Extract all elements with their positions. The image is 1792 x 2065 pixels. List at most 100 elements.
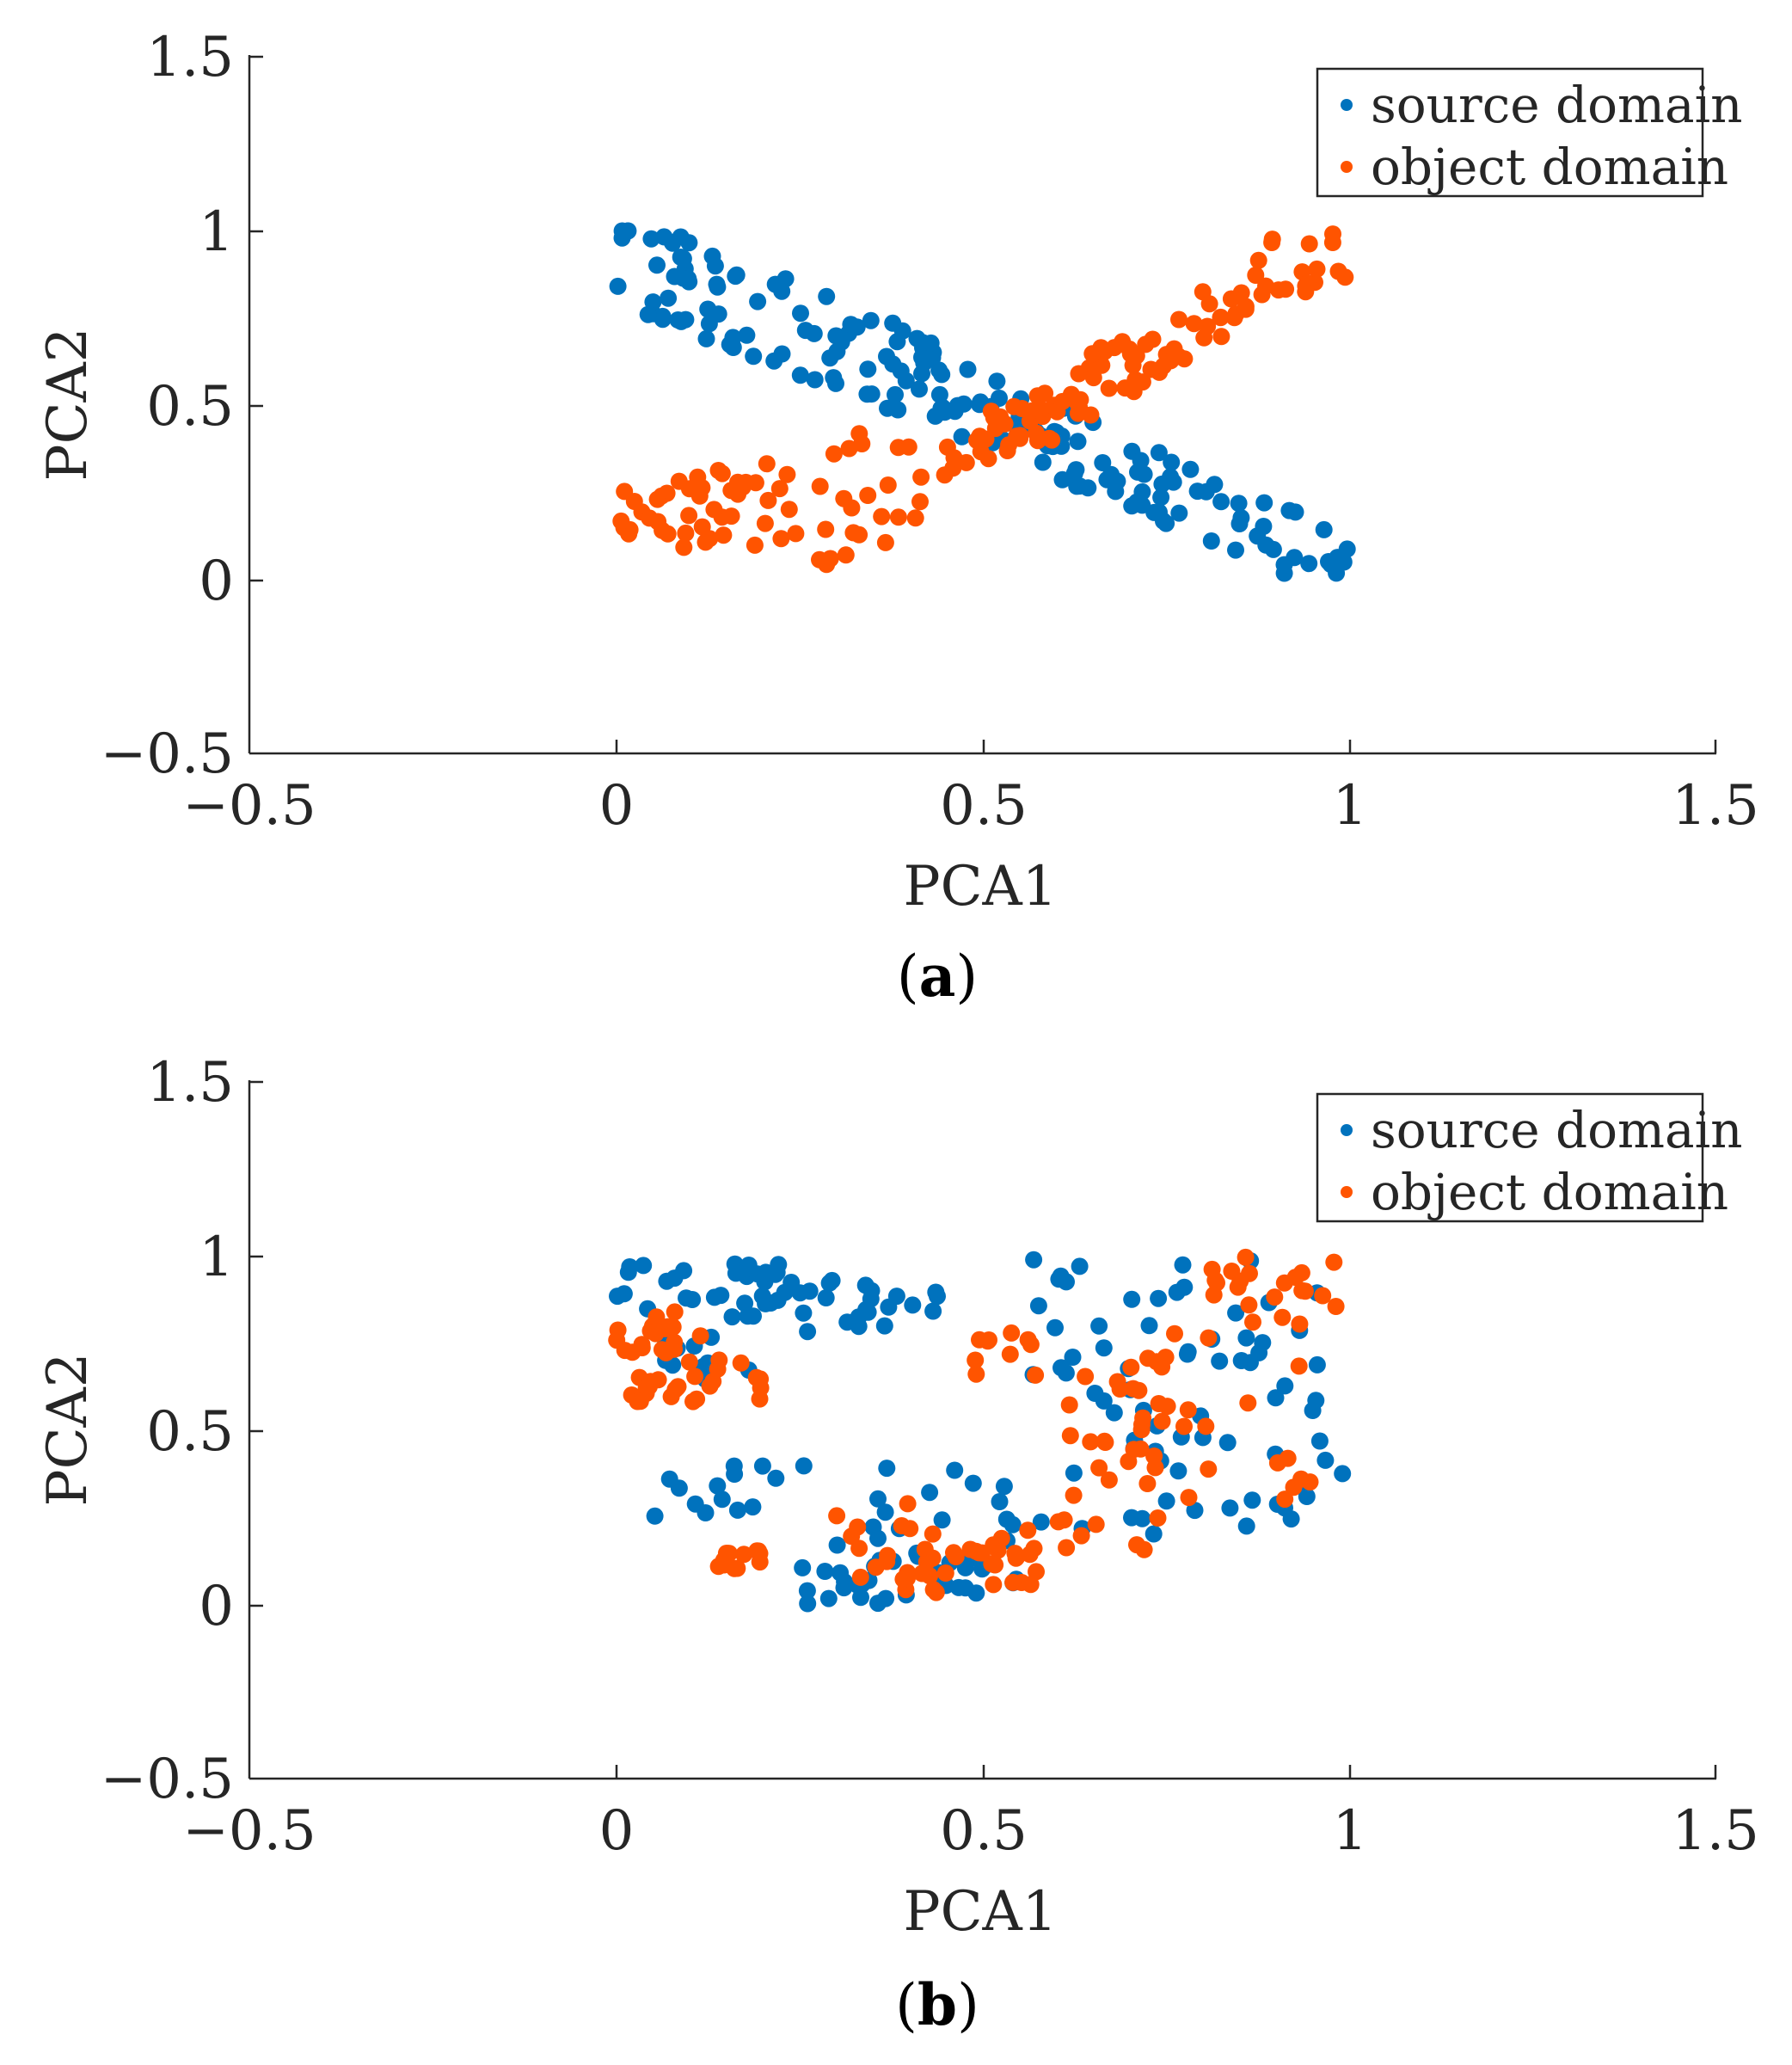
object-domain-point [1237, 300, 1255, 318]
source-domain-point [1065, 464, 1083, 482]
source-domain-point [887, 385, 904, 403]
source-domain-point [1335, 553, 1353, 571]
object-domain-point [1053, 392, 1071, 410]
object-domain-point [633, 1339, 651, 1356]
object-domain-point [977, 430, 995, 448]
source-domain-point [703, 247, 721, 265]
legend-label-object: object domain [1371, 1163, 1728, 1221]
object-domain-point [715, 526, 733, 544]
object-domain-point [1095, 1432, 1114, 1450]
object-domain-point [641, 509, 659, 527]
object-domain-point [1027, 1366, 1045, 1384]
source-domain-point [884, 355, 902, 373]
source-domain-point [675, 1262, 693, 1280]
object-domain-point [1154, 357, 1172, 375]
object-domain-point [691, 1327, 709, 1345]
source-domain-point [727, 1264, 745, 1282]
legend-label-source: source domain [1371, 1101, 1743, 1159]
x-axis-label: PCA1 [904, 1880, 1058, 1944]
object-domain-point [878, 1552, 896, 1570]
source-domain-point [1050, 1270, 1068, 1288]
source-domain-point [1206, 476, 1224, 494]
source-domain-point [794, 1558, 812, 1576]
x-tick-label: 0.5 [940, 774, 1028, 838]
source-domain-point [609, 277, 627, 295]
object-domain-point [1308, 260, 1326, 278]
legend-marker-source [1341, 1124, 1353, 1136]
source-domain-point [700, 315, 718, 333]
object-domain-point [735, 1546, 753, 1564]
object-domain-point [709, 1360, 727, 1378]
source-domain-point [639, 305, 657, 323]
source-domain-point [1145, 1525, 1163, 1543]
source-domain-point [1157, 1492, 1175, 1510]
object-domain-point [851, 1568, 869, 1586]
source-domain-point [723, 1308, 741, 1326]
source-domain-point [921, 349, 939, 367]
object-domain-point [688, 1390, 706, 1408]
object-domain-point [1297, 283, 1315, 301]
object-domain-point [1212, 328, 1230, 346]
object-domain-point [675, 538, 693, 556]
source-domain-point [1034, 453, 1052, 471]
source-domain-point [946, 1461, 964, 1479]
object-domain-point [850, 425, 868, 443]
object-domain-point [1249, 251, 1267, 269]
source-domain-point [876, 1503, 894, 1521]
source-domain-point [619, 222, 637, 240]
object-domain-point [1019, 1331, 1037, 1349]
object-domain-point [843, 499, 861, 517]
object-domain-point [680, 1353, 698, 1371]
object-domain-point [947, 1548, 965, 1565]
object-domain-point [1180, 1489, 1198, 1507]
object-domain-point [680, 480, 698, 498]
object-domain-point [1253, 286, 1271, 304]
legend-marker-source [1341, 99, 1353, 111]
source-domain-point [875, 1317, 893, 1335]
object-domain-point [1072, 1527, 1090, 1545]
source-domain-point [767, 1469, 785, 1487]
source-domain-point [1071, 1257, 1089, 1275]
source-domain-point [953, 427, 971, 446]
source-domain-point [1132, 452, 1150, 470]
object-domain-point [772, 530, 790, 548]
object-domain-point [1292, 1263, 1310, 1281]
object-domain-point [1199, 317, 1217, 335]
source-domain-point [648, 256, 666, 274]
x-tick-label: 0 [599, 774, 635, 838]
object-domain-point [1290, 1357, 1308, 1375]
object-domain-point [1149, 1509, 1167, 1527]
object-domain-point [686, 1367, 704, 1386]
object-domain-point [1003, 1324, 1021, 1342]
object-domain-point [1082, 1433, 1100, 1451]
object-domain-point [1175, 1417, 1193, 1435]
source-domain-point [1286, 503, 1304, 521]
y-tick-label: −0.5 [101, 1748, 234, 1811]
object-domain-point [859, 487, 877, 504]
source-domain-point [1105, 1404, 1123, 1422]
source-domain-point [773, 282, 791, 300]
object-domain-point [924, 1525, 942, 1543]
object-domain-point [1070, 365, 1088, 383]
source-domain-point [904, 1296, 922, 1314]
source-domain-point [1254, 1334, 1272, 1352]
object-domain-point [1058, 1539, 1076, 1557]
y-tick-label: 0.5 [146, 375, 234, 439]
source-domain-point [1211, 1352, 1229, 1370]
object-domain-point [967, 1365, 985, 1383]
source-domain-point [615, 1285, 633, 1303]
source-domain-point [950, 1578, 967, 1596]
object-domain-point [649, 1371, 667, 1389]
object-domain-point [1082, 406, 1100, 424]
source-domain-point [738, 326, 756, 344]
object-domain-point [780, 501, 798, 519]
object-domain-point [737, 473, 755, 491]
source-domain-point [913, 365, 930, 383]
object-domain-point [1071, 390, 1089, 409]
source-domain-point [619, 1263, 637, 1281]
source-domain-point [798, 1582, 816, 1600]
object-domain-point [1239, 1394, 1257, 1412]
legend: source domain object domain [1316, 1092, 1743, 1223]
object-domain-point [957, 453, 975, 471]
source-domain-point [959, 360, 977, 378]
